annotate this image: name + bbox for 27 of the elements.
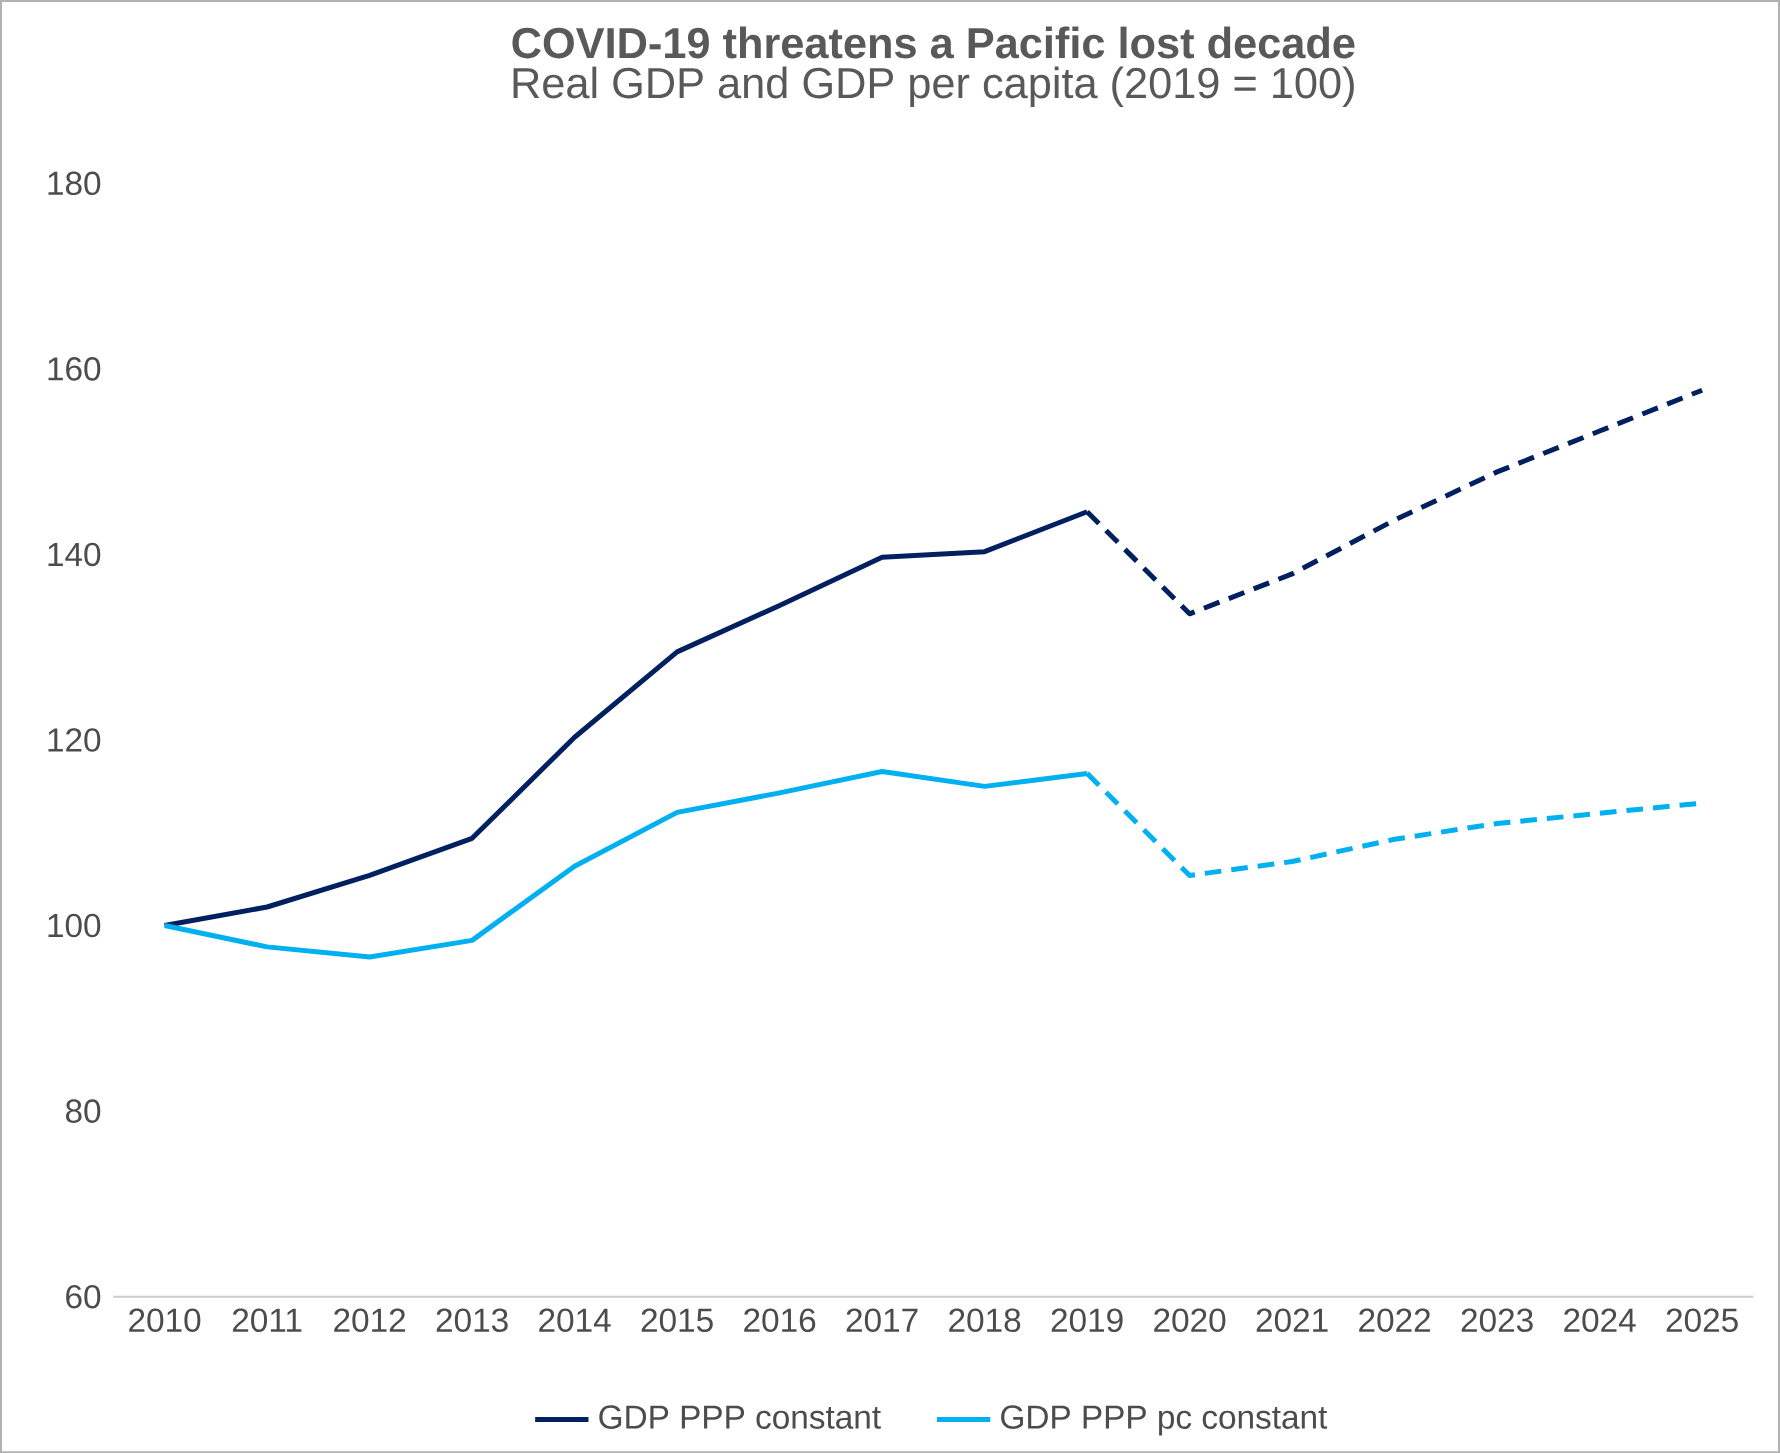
x-tick-label: 2014 [539, 1308, 611, 1332]
x-tick-label: 2020 [1154, 1308, 1226, 1332]
y-tick-label: 100 [48, 913, 101, 938]
x-tick-label: 2010 [129, 1308, 201, 1332]
legend-label: GDP PPP pc constant [1001, 1405, 1328, 1436]
x-tick-label: 2023 [1461, 1308, 1533, 1332]
x-tick-label: 2012 [334, 1308, 406, 1332]
x-tick-label: 2018 [949, 1308, 1021, 1332]
x-tick-label: 2022 [1359, 1308, 1431, 1332]
y-tick-label: 160 [48, 356, 101, 381]
y-tick-label: 140 [48, 542, 101, 567]
x-tick-label: 2024 [1564, 1308, 1636, 1332]
y-tick-label: 80 [65, 1099, 101, 1123]
x-tick-label: 2021 [1256, 1308, 1328, 1332]
y-tick-label: 120 [48, 728, 101, 752]
x-tick-label: 2017 [846, 1308, 918, 1332]
legend-label: GDP PPP constant [599, 1405, 881, 1429]
x-tick-label: 2015 [641, 1308, 713, 1332]
chart-title: COVID-19 threatens a Pacific lost decade [512, 26, 1355, 59]
y-tick-label: 180 [48, 171, 101, 195]
x-tick-label: 2019 [1051, 1308, 1123, 1332]
x-tick-label: 2011 [232, 1308, 302, 1332]
chart-subtitle: Real GDP and GDP per capita (2019 = 100) [513, 66, 1354, 107]
x-tick-label: 2016 [744, 1308, 816, 1332]
y-tick-label: 60 [66, 1284, 101, 1309]
x-tick-label: 2025 [1666, 1308, 1738, 1332]
x-tick-label: 2013 [436, 1308, 508, 1332]
